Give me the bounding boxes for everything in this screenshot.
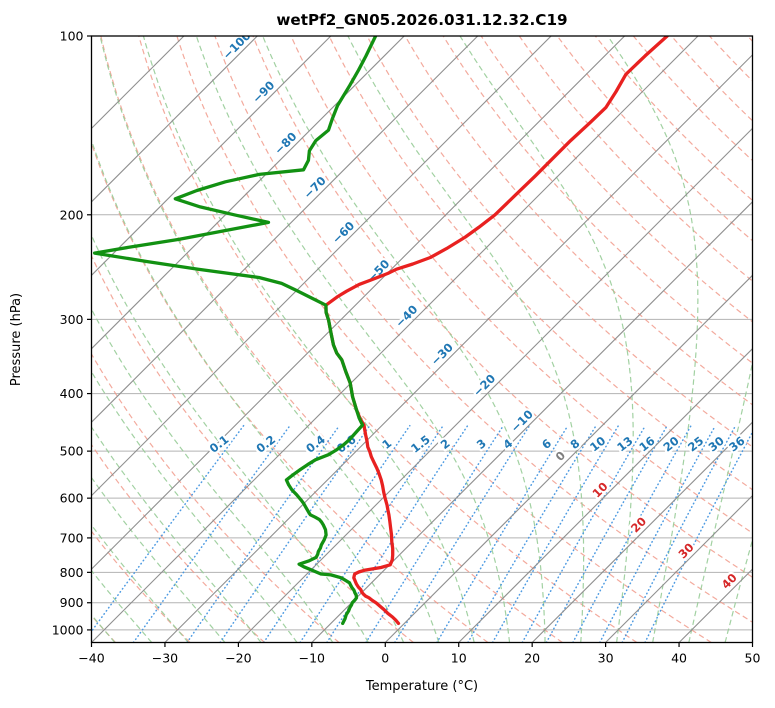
x-tick-label: −10 [299,651,325,666]
mixing-ratio-label: 4 [500,436,515,452]
x-tick-label: 20 [524,651,540,666]
x-tick-label: 30 [598,651,614,666]
y-tick-label: 400 [60,386,84,401]
x-tick-label: −30 [152,651,178,666]
isotherm-label: −40 [392,302,420,330]
x-tick-label: 40 [671,651,687,666]
isotherm-label: −20 [470,371,498,399]
y-tick-label: 300 [60,312,84,327]
temperature-curve [324,36,669,626]
y-tick-label: 800 [60,565,84,580]
chart-title: wetPf2_GN05.2026.031.12.32.C19 [276,11,567,29]
mixing-ratio-label: 0.4 [303,432,328,456]
isobar-gridlines [91,36,753,631]
isotherm-label: 30 [675,540,696,561]
y-tick-label: 600 [60,491,84,506]
mixing-ratio-lines [91,424,753,643]
background-lines [91,36,753,643]
isotherm-label: 40 [719,571,740,592]
sounding-curves [92,36,669,626]
plot-border [90,35,754,644]
y-axis-ticks: 100 200 300 400 500 600 700 800 900 1000 [52,29,92,637]
y-tick-label: 200 [60,207,84,222]
isotherm-label: −30 [428,340,456,368]
mixing-ratio-label: 6 [539,436,554,452]
x-tick-label: 50 [745,651,761,666]
x-axis-label: Temperature (°C) [365,679,478,694]
y-tick-label: 900 [60,595,84,610]
axes-frame: −40 −30 −20 −10 0 10 20 30 40 5010020030040050060… [52,29,761,666]
isotherm-label: −80 [272,129,300,157]
mixing-ratio-label: 1 [379,436,394,452]
mixing-ratio-label: 0.1 [207,432,232,456]
y-tick-label: 1000 [52,622,84,637]
y-tick-label: 700 [60,530,84,545]
y-tick-label: 100 [60,29,84,44]
mixing-ratio-labels: 0.1 0.2 0.4 0.6 1 1.5 2 3 4 6 8 10 13 16 20 25 30 36 [204,430,749,458]
x-axis-ticks: −40 −30 −20 −10 0 10 20 30 40 50 [78,642,761,666]
mixing-ratio-label: 0.2 [253,432,278,456]
isotherm-label: −60 [329,219,357,247]
x-tick-label: 10 [451,651,467,666]
dewpoint-curve [92,36,378,626]
x-tick-label: 0 [381,651,389,666]
y-axis-label: Pressure (hPa) [9,293,24,386]
y-tick-label: 500 [60,444,84,459]
mixing-ratio-label: 8 [567,436,582,452]
x-tick-label: −40 [78,651,104,666]
isotherm-label: −10 [508,407,536,435]
x-tick-label: −20 [225,651,251,666]
isotherm-label: −70 [301,174,329,202]
mixing-ratio-label: 3 [474,436,489,452]
isotherm-lines [91,36,753,643]
moist-adiabat-lines [91,36,753,643]
isotherm-label: 10 [589,479,610,500]
